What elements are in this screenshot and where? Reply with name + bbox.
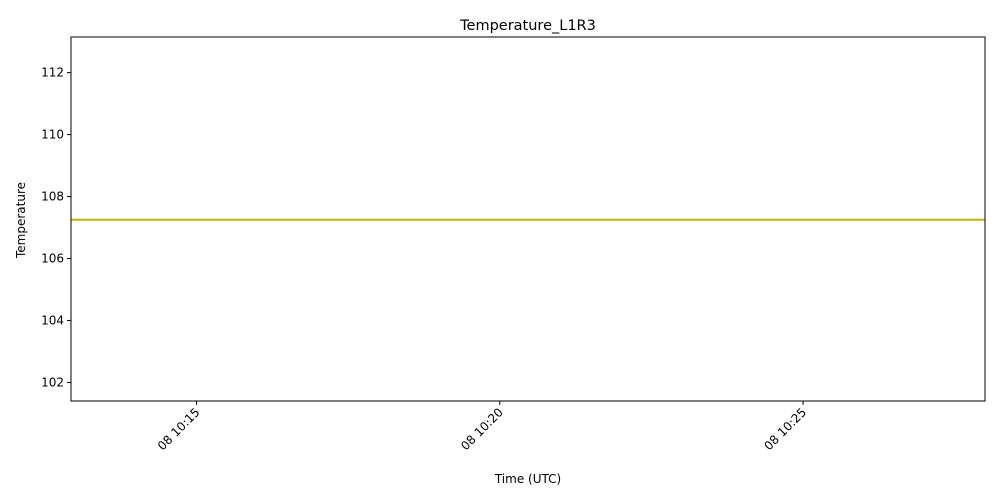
y-tick-label: 102 — [41, 375, 64, 389]
y-tick-label: 106 — [41, 251, 64, 265]
x-tick-label: 08 10:25 — [761, 405, 809, 453]
y-axis-title: Temperature — [14, 182, 28, 259]
y-axis: 102 104 106 108 110 112 — [41, 66, 71, 389]
y-tick-label: 104 — [41, 313, 64, 327]
y-tick-label: 112 — [41, 66, 64, 80]
plot-frame — [70, 36, 986, 402]
x-tick-label: 08 10:20 — [458, 405, 506, 453]
y-tick-label: 110 — [41, 128, 64, 142]
x-tick-label: 08 10:15 — [155, 405, 203, 453]
x-axis: 08 10:15 08 10:20 08 10:25 — [155, 401, 809, 453]
x-axis-title: Time (UTC) — [494, 472, 561, 486]
chart-title: Temperature_L1R3 — [459, 18, 596, 34]
y-tick-label: 108 — [41, 190, 64, 204]
